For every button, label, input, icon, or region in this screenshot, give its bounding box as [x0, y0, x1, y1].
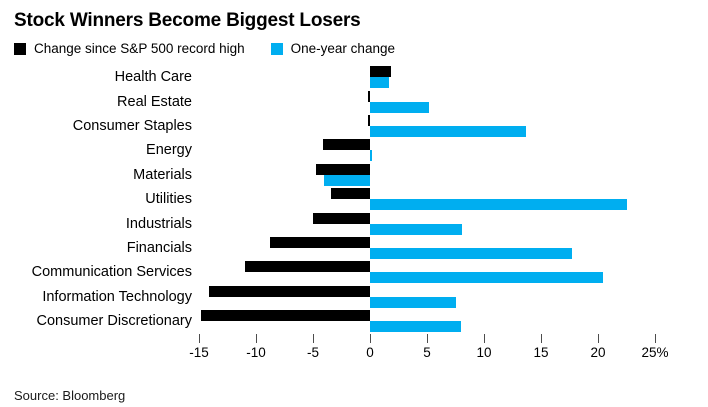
x-axis-tick-label-20: 20 [590, 345, 606, 361]
bar-one-year-change-real-estate [370, 101, 430, 113]
x-axis-tick-15 [541, 334, 542, 344]
x-axis: -15 -10 -5 0 5 10 15 20 25% [189, 334, 669, 366]
bar-one-year-change-energy [370, 150, 373, 162]
bar-change-since-s-p-500-record-high-materials [316, 163, 370, 175]
bar-one-year-change-industrials [370, 223, 463, 235]
x-axis-tick-label-15: -15 [189, 345, 209, 361]
bar-one-year-change-health-care [370, 77, 390, 89]
x-axis-tick-0 [370, 334, 371, 344]
x-axis-tick-label-0: 0 [366, 345, 374, 361]
x-axis-tick-label-5: -5 [306, 345, 320, 361]
chart-row-consumer-staples: Consumer Staples [14, 114, 694, 138]
bar-one-year-change-consumer-discretionary [370, 321, 462, 333]
bar-track-industrials [199, 212, 655, 235]
chart-row-real-estate: Real Estate [14, 89, 694, 113]
legend-item-record-high: Change since S&P 500 record high [14, 41, 245, 56]
bar-change-since-s-p-500-record-high-energy [323, 139, 370, 151]
x-axis-tick-label-10: 10 [476, 345, 492, 361]
legend-label-one-year: One-year change [290, 41, 395, 56]
x-axis-tick-15 [199, 334, 200, 344]
x-axis-tick-10 [256, 334, 257, 344]
bar-one-year-change-financials [370, 247, 572, 259]
x-axis-tick-label-5: 5 [423, 345, 431, 361]
category-label-materials: Materials [133, 166, 192, 183]
bar-change-since-s-p-500-record-high-financials [269, 236, 370, 248]
bar-track-materials [199, 163, 655, 186]
bar-chart: Health Care Real Estate Consumer Staples En… [14, 65, 694, 366]
chart-row-information-technology: Information Technology [14, 285, 694, 309]
bar-track-consumer-staples [199, 114, 655, 137]
bar-track-real-estate [199, 90, 655, 113]
chart-row-consumer-discretionary: Consumer Discretionary [14, 309, 694, 333]
legend-swatch-black-icon [14, 42, 26, 55]
bar-track-consumer-discretionary [199, 310, 655, 333]
x-axis-tick-25 [655, 334, 656, 344]
legend-label-record-high: Change since S&P 500 record high [34, 41, 245, 56]
category-label-utilities: Utilities [145, 191, 192, 208]
bar-track-information-technology [199, 285, 655, 308]
bar-track-financials [199, 236, 655, 259]
category-label-energy: Energy [146, 142, 192, 159]
category-label-industrials: Industrials [125, 215, 192, 232]
bar-change-since-s-p-500-record-high-real-estate [367, 90, 370, 102]
x-axis-tick-5 [313, 334, 314, 344]
x-axis-tick-label-10: -10 [246, 345, 266, 361]
bar-track-health-care [199, 66, 655, 89]
bar-one-year-change-utilities [370, 199, 627, 211]
bar-track-communication-services [199, 261, 655, 284]
bar-change-since-s-p-500-record-high-consumer-staples [367, 114, 370, 126]
x-axis-tick-20 [598, 334, 599, 344]
bar-one-year-change-information-technology [370, 296, 456, 308]
chart-row-materials: Materials [14, 163, 694, 187]
chart-row-health-care: Health Care [14, 65, 694, 89]
legend-item-one-year: One-year change [270, 41, 395, 56]
legend-swatch-blue-icon [270, 42, 283, 55]
category-label-information-technology: Information Technology [42, 288, 192, 305]
chart-row-industrials: Industrials [14, 211, 694, 235]
chart-row-financials: Financials [14, 236, 694, 260]
category-label-consumer-discretionary: Consumer Discretionary [36, 313, 192, 330]
bar-change-since-s-p-500-record-high-communication-services [244, 261, 370, 273]
bar-change-since-s-p-500-record-high-health-care [370, 66, 391, 78]
bar-track-energy [199, 139, 655, 162]
bar-change-since-s-p-500-record-high-utilities [331, 188, 370, 200]
bar-change-since-s-p-500-record-high-information-technology [209, 285, 370, 297]
category-label-consumer-staples: Consumer Staples [72, 117, 192, 134]
x-axis-tick-label-15: 15 [533, 345, 549, 361]
bar-one-year-change-consumer-staples [370, 125, 527, 137]
bar-change-since-s-p-500-record-high-industrials [313, 212, 370, 224]
x-axis-tick-label-25: 25% [641, 345, 669, 361]
bar-change-since-s-p-500-record-high-consumer-discretionary [201, 310, 370, 322]
source-note: Source: Bloomberg [14, 388, 126, 404]
x-axis-tick-10 [484, 334, 485, 344]
category-label-communication-services: Communication Services [31, 264, 192, 281]
category-label-real-estate: Real Estate [117, 93, 192, 110]
chart-title: Stock Winners Become Biggest Losers [14, 10, 361, 31]
category-label-financials: Financials [126, 239, 192, 256]
chart-row-communication-services: Communication Services [14, 260, 694, 284]
bar-one-year-change-communication-services [370, 272, 603, 284]
x-axis-tick-5 [427, 334, 428, 344]
chart-row-utilities: Utilities [14, 187, 694, 211]
bar-one-year-change-materials [324, 174, 370, 186]
bar-track-utilities [199, 188, 655, 211]
chart-row-energy: Energy [14, 138, 694, 162]
category-label-health-care: Health Care [114, 69, 192, 86]
legend: Change since S&P 500 record high One-yea… [14, 41, 694, 56]
